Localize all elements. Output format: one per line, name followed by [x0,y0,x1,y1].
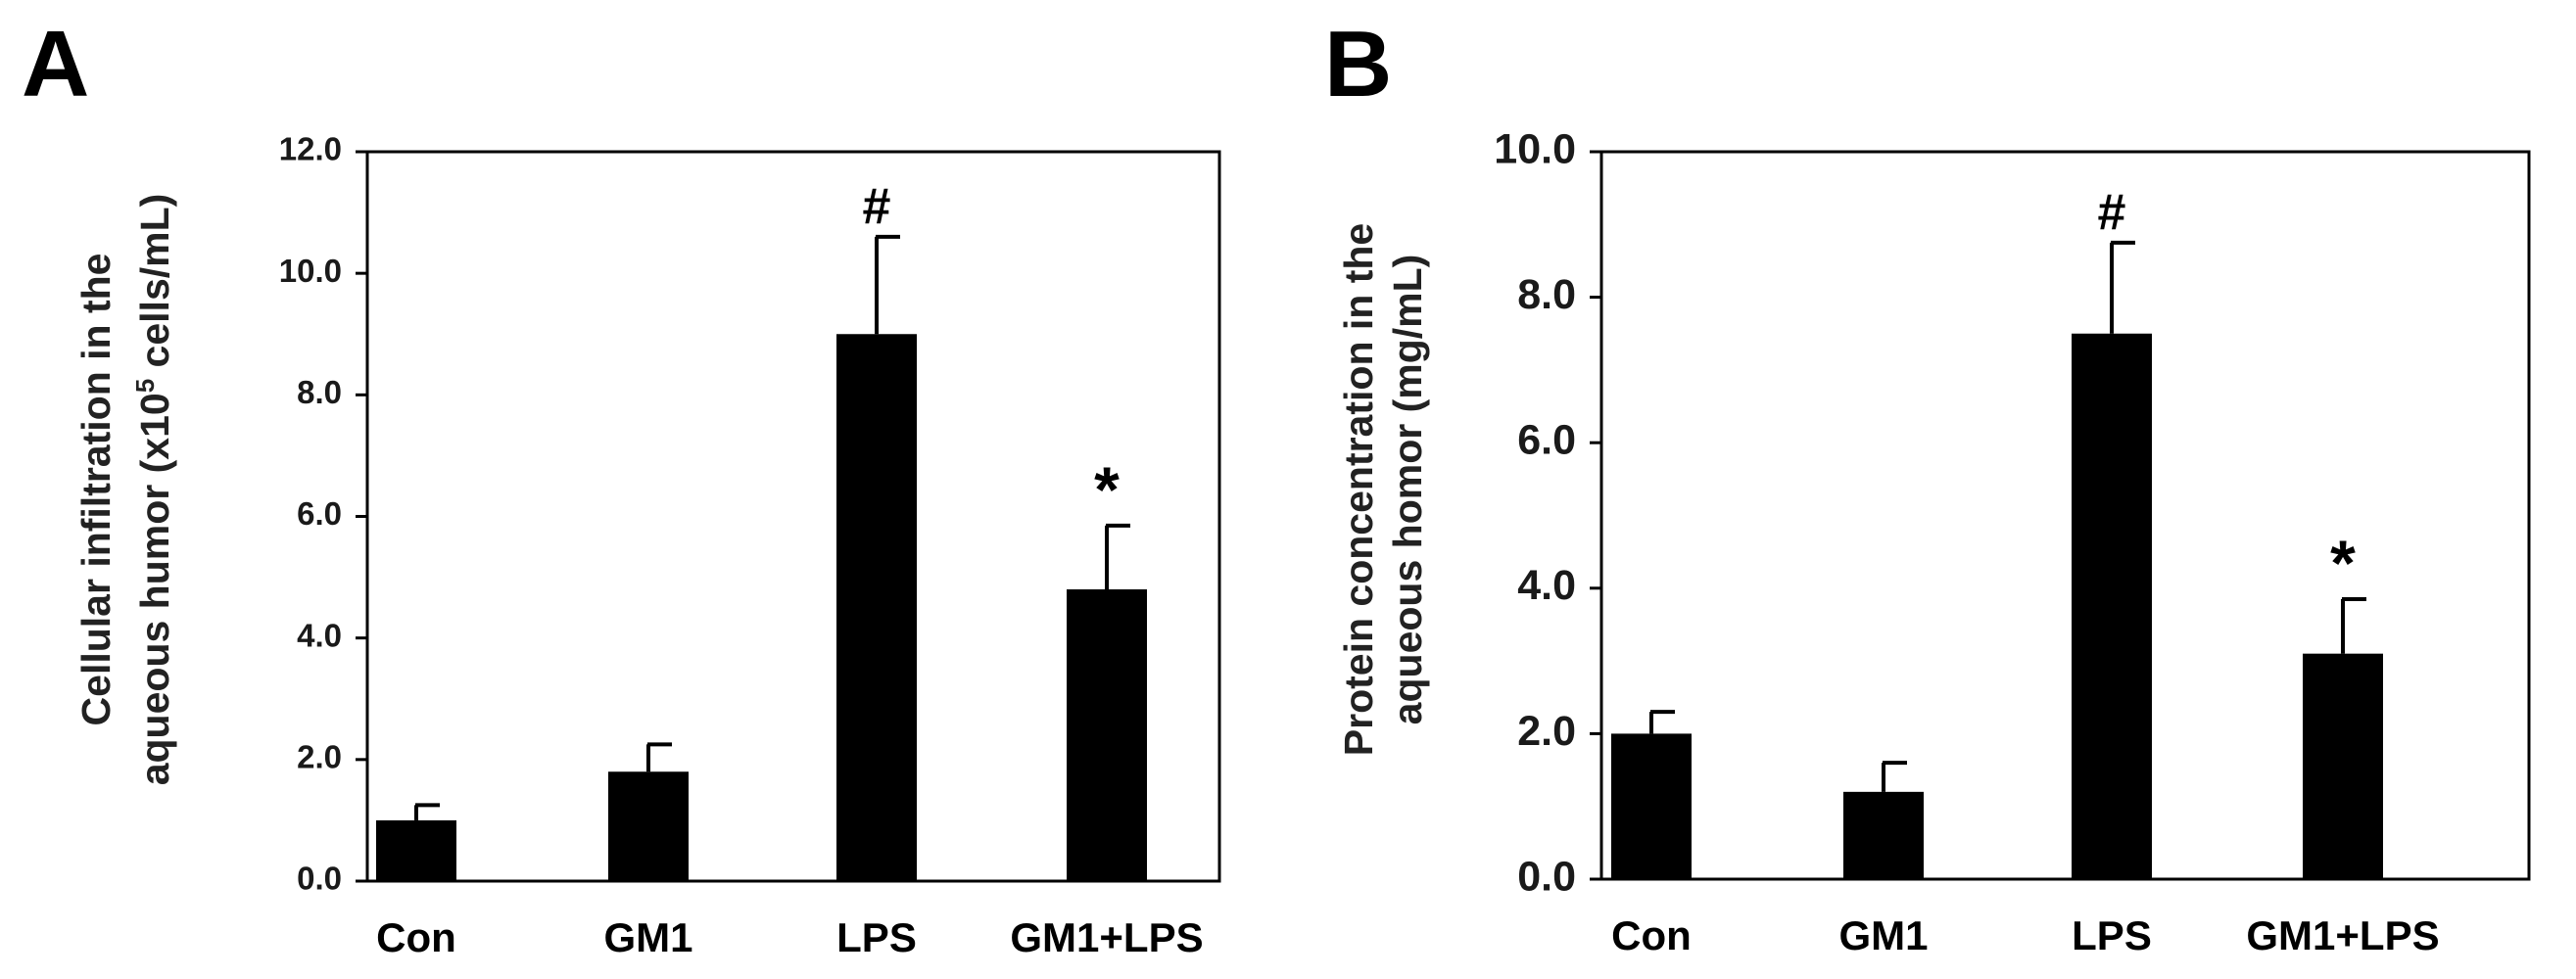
y-tick-label-a: 2.0 [297,739,342,775]
panel-a: A Cellular infiltration in the aqueous h… [0,0,1273,979]
x-category-label: GM1+LPS [2246,912,2439,958]
y-tick-label-b: 4.0 [1517,562,1576,609]
plot-frame-b [1599,150,2531,881]
significance-hash: # [2098,184,2126,241]
y-tick-label-a: 8.0 [297,374,342,410]
y-tick-label-b: 2.0 [1517,708,1576,755]
y-tick-label-b: 10.0 [1494,125,1576,172]
bar-lps [2072,333,2152,879]
x-category-label: GM1 [1838,912,1928,958]
bar-con [1611,733,1692,879]
chart-a: 0.0 2.0 4.0 6.0 8.0 10.0 12.0 Con GM1 # LPS * GM1+LP… [279,131,1221,960]
panel-b: B Protein concentration in the aqueous h… [1273,0,2576,979]
chart-b: 0.0 2.0 4.0 6.0 8.0 10.0 Con GM1 # LPS * GM1+LPS [1494,125,2531,958]
bar-gm1 [1843,791,1924,879]
bar-con [376,819,456,881]
y-tick-label-a: 4.0 [297,617,342,653]
significance-star: * [1094,453,1120,526]
y-tick-label-b: 6.0 [1517,417,1576,464]
bar-lps [836,334,917,881]
y-tick-label-a: 12.0 [279,131,342,167]
panel-label-b: B [1324,12,1393,117]
panel-label-a: A [22,12,90,117]
x-category-label: LPS [836,914,917,960]
bar-gm1-lps [1067,589,1147,881]
x-category-label: GM1+LPS [1010,914,1203,960]
significance-hash: # [863,178,891,235]
bar-gm1 [608,771,689,881]
x-category-label: LPS [2072,912,2152,958]
y-tick-label-b: 8.0 [1517,271,1576,318]
x-category-label: Con [1611,912,1692,958]
y-tick-label-a: 10.0 [279,253,342,289]
x-category-label: Con [376,914,456,960]
y-tick-label-b: 0.0 [1517,853,1576,900]
y-tick-label-a: 6.0 [297,495,342,532]
bar-gm1-lps [2303,653,2383,879]
y-tick-label-a: 0.0 [297,861,342,897]
significance-star: * [2330,527,2356,599]
x-category-label: GM1 [603,914,692,960]
